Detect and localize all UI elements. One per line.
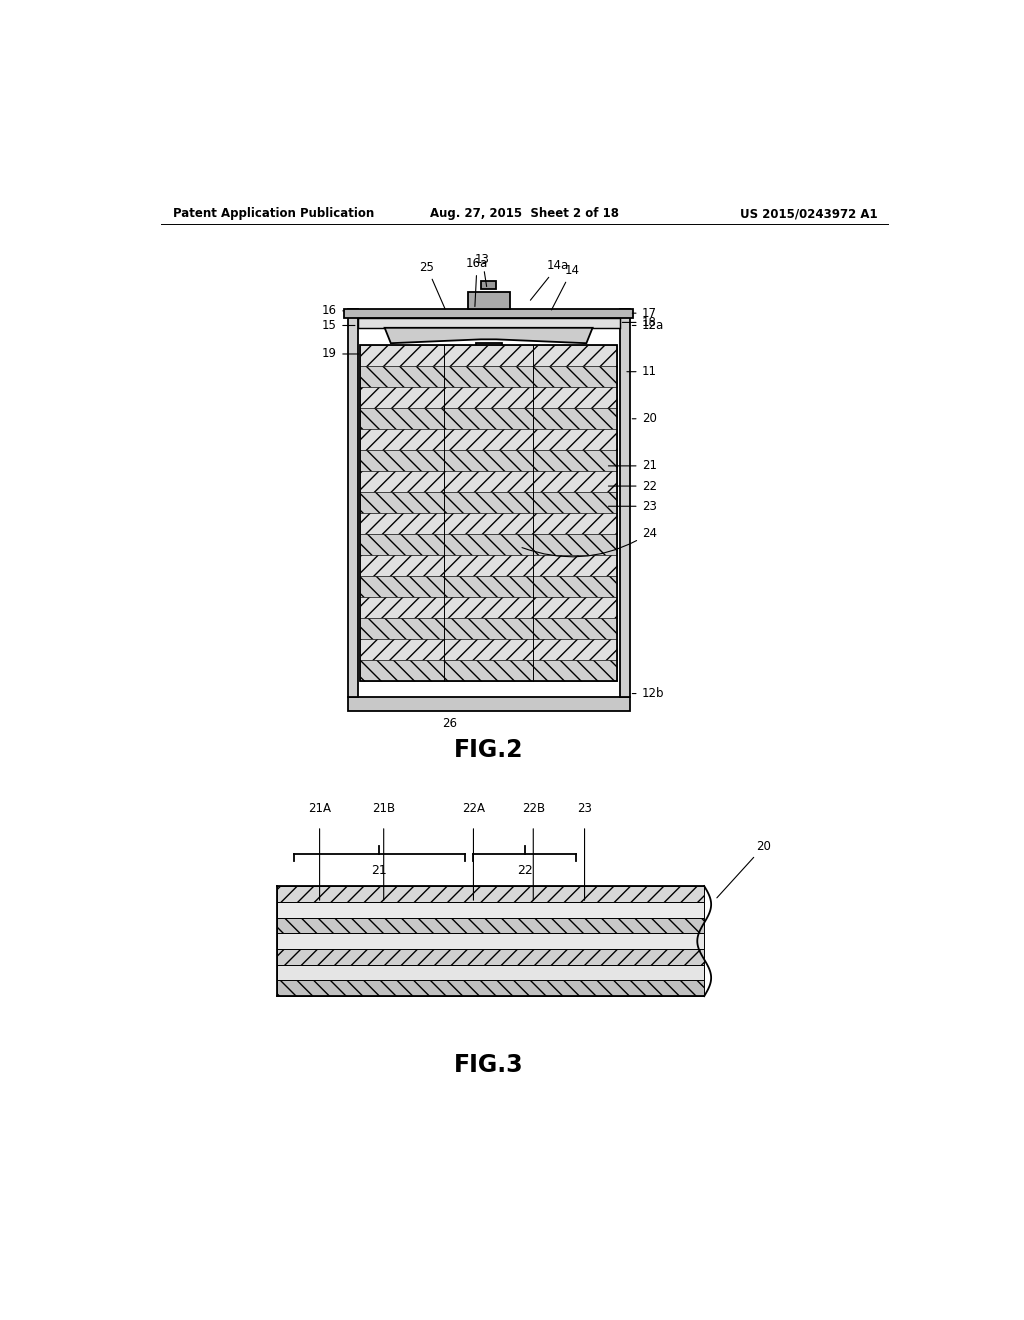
Bar (276, 981, 705, 997)
Bar (360, 618, 617, 639)
Bar (276, 886, 705, 902)
Text: 22: 22 (642, 479, 656, 492)
Text: 11: 11 (642, 366, 656, 379)
Bar (360, 345, 617, 366)
Text: 22: 22 (517, 865, 532, 878)
Text: 21A: 21A (308, 803, 331, 816)
Bar (276, 902, 705, 917)
Bar (360, 576, 617, 597)
Bar (360, 408, 617, 429)
Bar (360, 471, 617, 492)
Text: 21: 21 (642, 459, 656, 473)
Text: 21: 21 (372, 865, 387, 878)
Bar (360, 366, 617, 387)
Text: 14: 14 (552, 264, 580, 310)
Bar (360, 535, 617, 554)
Bar (348, 309, 357, 697)
Bar (360, 597, 617, 618)
Bar (481, 281, 497, 289)
Bar (360, 554, 617, 576)
Bar (475, 343, 503, 381)
Text: 17: 17 (642, 306, 656, 319)
Text: Aug. 27, 2015  Sheet 2 of 18: Aug. 27, 2015 Sheet 2 of 18 (430, 207, 620, 220)
Text: 19: 19 (322, 347, 337, 360)
Bar (620, 309, 630, 697)
Text: 13: 13 (475, 253, 489, 286)
Text: FIG.2: FIG.2 (454, 738, 523, 762)
Bar (276, 933, 705, 949)
Bar (360, 450, 617, 471)
Text: 23: 23 (578, 803, 592, 816)
Text: 18: 18 (642, 315, 656, 329)
Text: 24: 24 (522, 527, 656, 557)
Bar (276, 965, 705, 981)
Text: 22A: 22A (462, 803, 485, 816)
Bar (360, 513, 617, 535)
Bar (348, 697, 630, 711)
Text: 20: 20 (642, 412, 656, 425)
Text: 16: 16 (322, 305, 337, 317)
Bar (360, 429, 617, 450)
Text: 23: 23 (642, 500, 656, 512)
Text: 20: 20 (717, 840, 771, 898)
Polygon shape (385, 327, 593, 343)
Bar (360, 492, 617, 513)
Bar (360, 639, 617, 660)
Bar (276, 917, 705, 933)
Bar (360, 660, 617, 681)
Bar (276, 949, 705, 965)
Text: 26: 26 (442, 717, 458, 730)
Bar (468, 292, 510, 309)
Text: 16a: 16a (466, 257, 488, 306)
Bar (357, 318, 620, 327)
Text: FIG.3: FIG.3 (454, 1053, 523, 1077)
Text: US 2015/0243972 A1: US 2015/0243972 A1 (739, 207, 878, 220)
Bar (360, 387, 617, 408)
Text: Patent Application Publication: Patent Application Publication (173, 207, 374, 220)
Text: 14a: 14a (530, 259, 569, 300)
Text: 25: 25 (420, 261, 445, 309)
Text: 15: 15 (322, 319, 337, 333)
Text: 12a: 12a (642, 319, 665, 333)
Bar (344, 309, 634, 318)
Text: 21B: 21B (372, 803, 395, 816)
Text: 22B: 22B (521, 803, 545, 816)
Bar (360, 345, 617, 681)
Text: 12b: 12b (642, 686, 665, 700)
